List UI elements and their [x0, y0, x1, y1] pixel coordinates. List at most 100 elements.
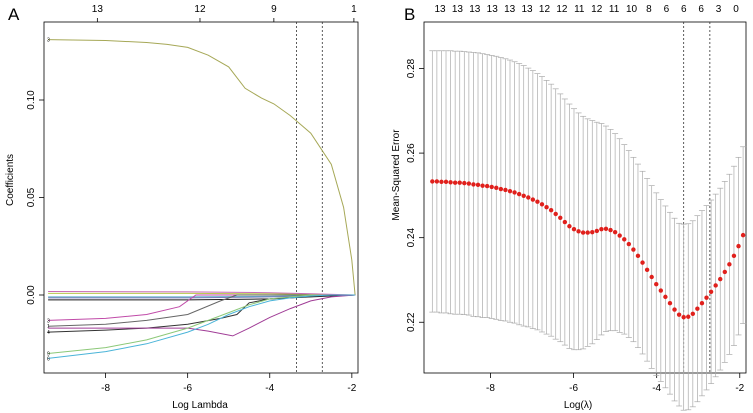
panel-b-top-tick-label: 12 — [556, 4, 568, 15]
mse-point — [731, 253, 737, 259]
panel-a-plot-frame — [43, 21, 359, 374]
mse-point — [736, 243, 741, 249]
panel-a-x-axis-label: Log Lambda — [172, 400, 228, 411]
panel-a-y-tick-label: 0.10 — [26, 90, 37, 110]
mse-point — [722, 269, 728, 275]
mse-point — [686, 314, 691, 319]
panel-b-top-tick-label: 8 — [646, 4, 652, 15]
panel-b-y-tick-label: 0.24 — [406, 228, 417, 248]
panel-b-top-tick-label: 13 — [452, 4, 464, 15]
panel-a-x-tick-label: -2 — [347, 383, 356, 394]
mse-point — [635, 253, 641, 259]
mse-point — [580, 230, 586, 235]
panel-a-y-tick-label: 0.05 — [26, 187, 37, 207]
mse-point — [590, 229, 595, 235]
mse-point — [654, 281, 659, 287]
mse-point — [594, 228, 600, 234]
panel-b-top-tick-label: 3 — [716, 4, 722, 15]
mse-point — [640, 260, 645, 265]
mse-point — [608, 227, 613, 233]
coefficient-path-label: 1 — [47, 324, 50, 330]
mse-point — [681, 314, 686, 320]
panel-b-y-axis-label: Mean-Squared Error — [391, 129, 402, 221]
panel-b-top-tick-label: 13 — [469, 4, 481, 15]
mse-point — [599, 227, 604, 232]
mse-point — [585, 230, 590, 235]
mse-point — [708, 289, 714, 295]
mse-point — [576, 229, 581, 234]
panel-b-top-tick-label: 6 — [681, 4, 687, 15]
coefficient-path-line — [48, 39, 356, 296]
mse-point — [462, 180, 467, 186]
mse-point — [484, 183, 490, 189]
mse-point — [443, 179, 449, 185]
panel-b-x-tick-label: -8 — [486, 383, 495, 394]
mse-point — [727, 262, 732, 267]
panel-a-top-tick-label: 9 — [271, 4, 277, 15]
panel-b-top-tick-label: 11 — [609, 4, 620, 15]
mse-point — [626, 241, 632, 247]
panel-b-top-tick-label: 13 — [521, 4, 533, 15]
coefficient-path-label: 4 — [47, 330, 50, 336]
panel-b-y-tick-label: 0.22 — [406, 312, 417, 332]
coefficient-path-line — [48, 294, 356, 337]
coefficient-path-line — [48, 294, 356, 321]
mse-point — [521, 193, 526, 199]
panel-b-label: B — [404, 5, 415, 24]
mse-point — [699, 301, 705, 306]
panel-b-top-tick-label: 11 — [574, 4, 585, 15]
coefficient-path-line — [48, 291, 356, 296]
mse-point — [507, 188, 513, 194]
panel-b-top-tick-label: 13 — [434, 4, 446, 15]
mse-point — [489, 184, 494, 190]
panel-a-x-tick-label: -8 — [101, 383, 110, 394]
coefficient-path-line — [48, 294, 356, 354]
mse-point — [466, 181, 472, 186]
cv-error-panel: -8 -6 -4 -2 0.22 0.24 0.26 0.28 13 13 13 13 13 13 12 12… — [406, 4, 747, 411]
coefficient-path-label: 3 — [47, 318, 50, 324]
mse-point — [612, 229, 618, 235]
panel-a-y-axis-label: Coefficients — [5, 154, 16, 206]
mse-point — [457, 180, 462, 185]
mse-point — [658, 288, 664, 293]
panel-b-x-tick-label: -6 — [569, 383, 578, 394]
mse-point — [512, 190, 517, 195]
panel-b-x-tick-label: -2 — [735, 383, 744, 394]
panel-b-x-tick-label: -4 — [652, 383, 661, 394]
panel-b-top-tick-label: 6 — [698, 4, 704, 15]
mse-point — [644, 267, 650, 273]
mse-point — [718, 276, 723, 282]
mse-point — [553, 211, 558, 217]
mse-point — [617, 233, 622, 238]
panel-b-top-tick-label: 12 — [591, 4, 603, 15]
mse-point — [503, 187, 508, 193]
mse-point — [535, 199, 540, 204]
panel-a-x-tick-label: -4 — [265, 383, 274, 394]
mse-point — [603, 226, 609, 231]
mse-point — [448, 180, 453, 185]
coefficient-path-line — [48, 294, 356, 327]
mse-point — [430, 179, 435, 184]
mse-point — [571, 227, 577, 232]
coefficient-path-label: 9 — [47, 352, 50, 358]
mse-point — [567, 224, 572, 229]
panel-b-y-tick-label: 0.28 — [406, 58, 417, 78]
panel-a-y-tick-label: 0.00 — [26, 285, 37, 305]
mse-point — [631, 247, 636, 252]
mse-point — [672, 307, 677, 312]
mse-point — [740, 232, 746, 238]
panel-b-top-tick-label: 12 — [539, 4, 551, 15]
coefficient-path-label: 6 — [47, 356, 50, 362]
mse-point — [544, 205, 549, 210]
panel-b-top-tick-label: 13 — [504, 4, 516, 15]
mse-point — [548, 207, 554, 213]
mse-point — [526, 195, 531, 200]
mse-point — [667, 301, 673, 306]
coefficient-path-line — [48, 294, 356, 359]
mse-point — [539, 202, 545, 207]
panel-b-top-tick-label: 0 — [733, 4, 739, 15]
mse-point — [558, 215, 563, 220]
mse-point — [471, 182, 476, 187]
mse-point — [676, 312, 682, 317]
